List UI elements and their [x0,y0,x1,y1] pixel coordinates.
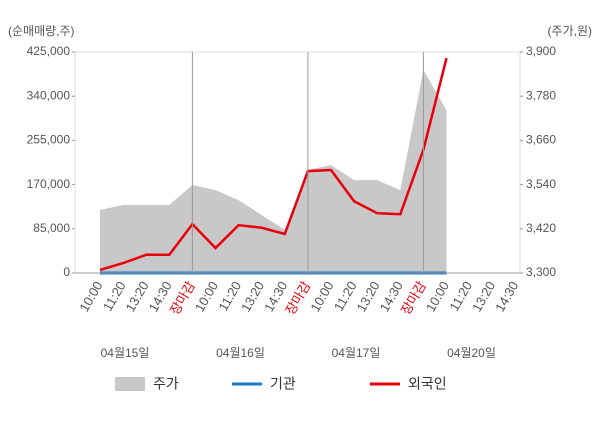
y2-tick-label: 3,300 [526,265,556,279]
legend-label: 외국인 [408,376,447,392]
y2-tick-label: 3,540 [526,177,556,191]
x-tick-label: 10:00 [307,279,336,315]
y2-tick-label: 3,420 [526,221,556,235]
date-label: 04월16일 [216,346,265,360]
y-tick-label: 425,000 [27,44,71,58]
series-line [99,57,448,272]
date-label: 04월17일 [332,346,381,360]
legend-label: 주가 [153,376,179,392]
y-tick-label: 340,000 [27,88,71,102]
y2-tick-label: 3,780 [526,88,556,102]
price-area [100,70,447,273]
y-tick-label: 255,000 [27,133,71,147]
x-tick-label: 14:30 [492,279,521,315]
date-label: 04월15일 [101,346,150,360]
y-tick-label: 85,000 [33,221,70,235]
y2-tick-label: 3,660 [526,133,556,147]
y2-tick-label: 3,900 [526,44,556,58]
legend-label: 기관 [270,376,296,392]
y-tick-label: 0 [63,265,70,279]
x-tick-label: 10:00 [192,279,221,315]
legend-swatch [115,377,145,391]
date-label: 04월20일 [447,346,496,360]
y-axis-label: (순매매량,주) [8,24,75,38]
x-tick-label: 10:00 [423,279,452,315]
y-tick-label: 170,000 [27,177,71,191]
y2-axis-label: (주가,원) [548,24,592,38]
x-tick-label: 10:00 [76,279,105,315]
